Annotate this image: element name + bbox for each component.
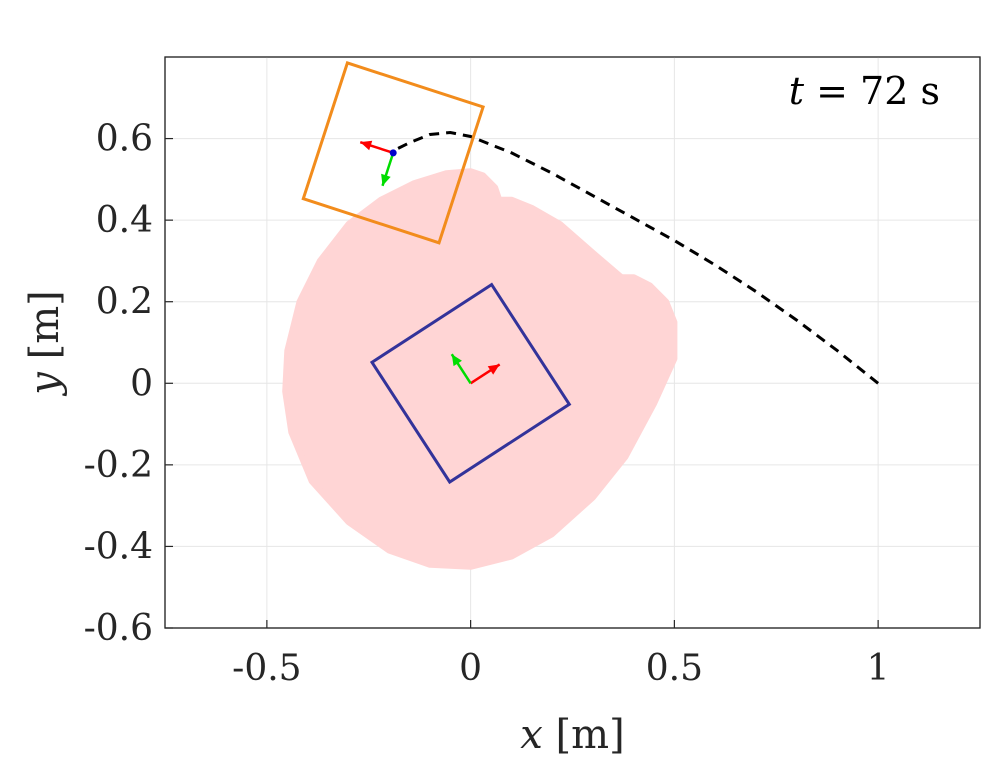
y-tick-label: -0.4 (84, 526, 153, 567)
x-tick-label: 0.5 (646, 648, 703, 689)
x-tick-label: -0.5 (232, 648, 301, 689)
current-pose-y-arrow (381, 152, 395, 187)
x-axis-label: x [m] (520, 712, 624, 758)
time-label: t = 72 s (789, 69, 940, 113)
target-pose-square (369, 282, 572, 485)
x-axis-unit: [m] (543, 712, 625, 758)
reachable-region (282, 168, 678, 570)
target-pose-y-arrow (450, 353, 472, 384)
axes: t = 72 s (164, 56, 981, 629)
current-pose-x-arrow (359, 140, 394, 155)
y-tick-label: 0 (130, 363, 153, 404)
tick-labels: -0.5 0 0.5 1 -0.6 -0.4 -0.2 0 0.2 0.4 0.6 (84, 119, 890, 689)
axis-frame (164, 56, 981, 629)
time-value: = 72 s (804, 69, 940, 113)
y-axis-label: y [m] (22, 290, 68, 396)
y-tick-label: 0.4 (96, 200, 153, 241)
y-axis-var: y (22, 371, 68, 397)
x-tick-label: 0 (459, 648, 482, 689)
x-axis-var: x (520, 712, 543, 758)
trajectory-line (392, 130, 880, 385)
current-pose-center-dot (389, 149, 397, 157)
target-pose-x-arrow (469, 363, 501, 385)
target-pose (369, 282, 572, 485)
y-tick-label: -0.6 (84, 608, 153, 649)
time-var: t (789, 69, 805, 113)
current-pose-square (301, 61, 485, 245)
y-axis-unit: [m] (22, 290, 68, 372)
y-tick-label: 0.6 (96, 119, 153, 160)
y-tick-label: -0.2 (84, 445, 153, 486)
x-tick-label: 1 (867, 648, 890, 689)
y-tick-label: 0.2 (96, 282, 153, 323)
current-pose (301, 61, 485, 245)
